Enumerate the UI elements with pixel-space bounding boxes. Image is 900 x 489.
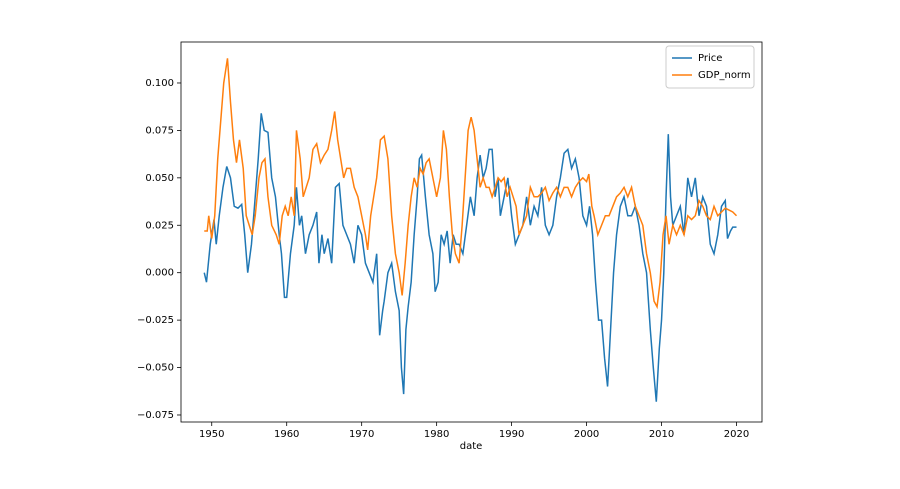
- y-tick-label: 0.025: [145, 220, 174, 231]
- y-tick-label: 0.000: [145, 268, 174, 279]
- series-line: [204, 58, 738, 310]
- y-tick-label: −0.025: [137, 315, 174, 326]
- x-axis-label: date: [460, 441, 483, 452]
- series-line: [203, 113, 737, 402]
- x-tick-label: 1950: [199, 429, 224, 440]
- legend-label: GDP_norm: [698, 70, 751, 81]
- legend-label: Price: [698, 53, 722, 64]
- x-tick-label: 1990: [499, 429, 524, 440]
- y-tick-label: 0.100: [145, 78, 174, 89]
- y-tick-label: −0.050: [137, 363, 174, 374]
- legend-box: [665, 45, 755, 89]
- x-tick-label: 2000: [574, 429, 599, 440]
- x-tick-label: 1970: [349, 429, 374, 440]
- y-tick-label: −0.075: [137, 410, 174, 421]
- x-tick-label: 1960: [274, 429, 299, 440]
- x-tick-label: 2020: [724, 429, 749, 440]
- legend: Price GDP_norm: [665, 45, 755, 89]
- y-tick-label: 0.050: [145, 173, 174, 184]
- y-tick-label: 0.075: [145, 125, 174, 136]
- x-tick-label: 1980: [424, 429, 449, 440]
- x-tick-label: 2010: [649, 429, 674, 440]
- plot-frame: [180, 41, 763, 423]
